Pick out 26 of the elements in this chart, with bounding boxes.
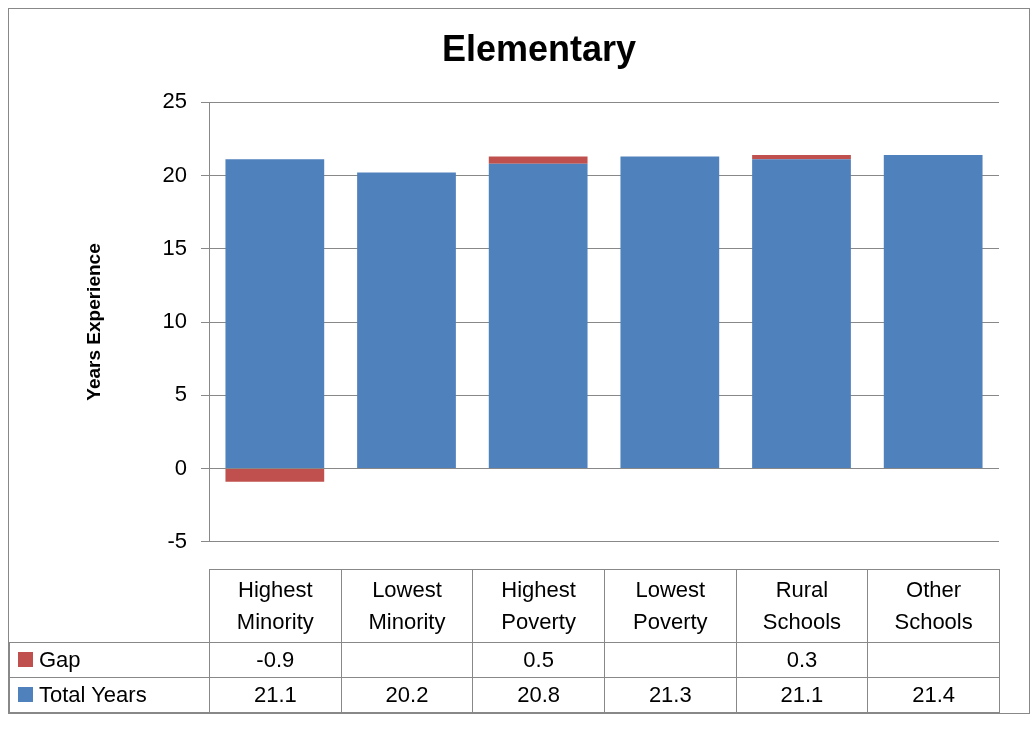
- data-label: 21.3: [604, 677, 737, 713]
- data-label: -0.9: [209, 642, 342, 678]
- x-tick-label: Rural Schools: [736, 569, 868, 643]
- legend-label: Gap: [9, 642, 210, 678]
- y-tick-label: 25: [162, 88, 187, 114]
- x-tick-label: Lowest Poverty: [604, 569, 737, 643]
- data-label: 0.3: [736, 642, 868, 678]
- x-tick-label: Lowest Minority: [341, 569, 473, 643]
- legend-label: Total Years: [9, 677, 210, 713]
- x-tick-label: Highest Minority: [209, 569, 342, 643]
- y-tick-label: 15: [162, 234, 187, 260]
- data-label: 0.5: [472, 642, 605, 678]
- x-tick-label: Highest Poverty: [472, 569, 605, 643]
- y-tick-label: 10: [162, 308, 187, 334]
- data-label: 21.4: [867, 677, 1000, 713]
- y-axis-title: Years Experience: [82, 243, 104, 401]
- y-tick-label: 0: [174, 454, 187, 480]
- chart-title: Elementary: [441, 27, 637, 69]
- data-label: 20.2: [341, 677, 473, 713]
- y-tick-label: -5: [167, 527, 187, 553]
- data-label: 21.1: [736, 677, 868, 713]
- x-tick-label: Other Schools: [867, 569, 1000, 643]
- y-tick-label: 20: [162, 161, 187, 187]
- data-label: 21.1: [209, 677, 342, 713]
- y-tick-label: 5: [174, 381, 187, 407]
- data-label: 20.8: [472, 677, 605, 713]
